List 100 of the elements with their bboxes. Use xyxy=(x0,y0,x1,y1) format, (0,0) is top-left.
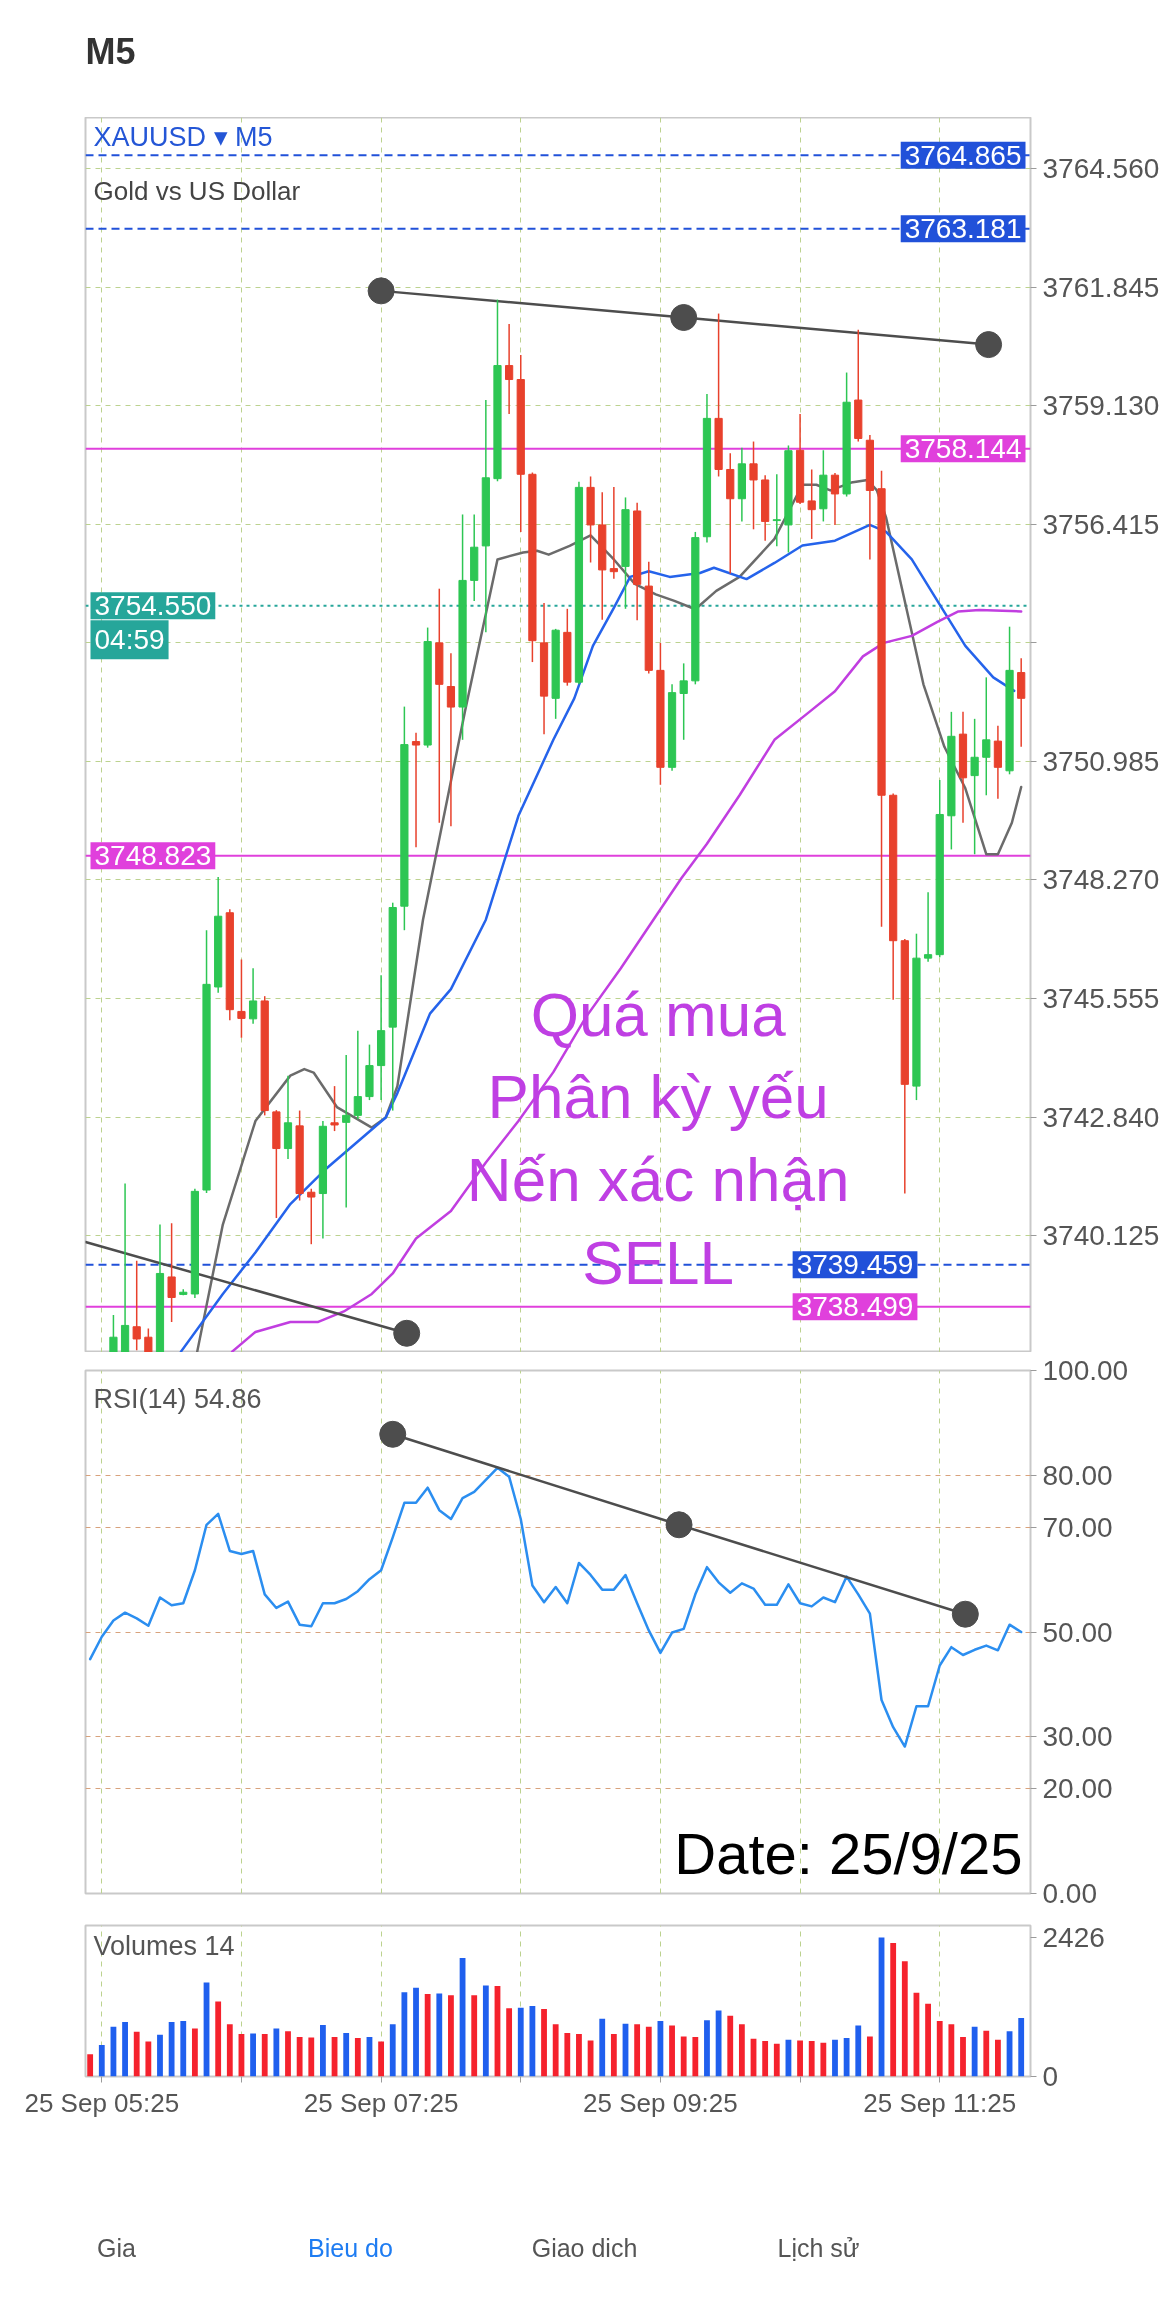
bar xyxy=(936,2020,943,2077)
candlestick xyxy=(144,1327,153,1352)
bar xyxy=(215,2001,222,2077)
candlestick xyxy=(248,967,258,1025)
candlestick xyxy=(307,1187,316,1245)
bar xyxy=(436,1993,443,2077)
bar xyxy=(738,2024,745,2077)
x-tick-label: 25 Sep 09:25 xyxy=(583,2087,738,2118)
y-tick-label: 3756.415 xyxy=(1042,508,1160,540)
ref-line-label: 3763.181 xyxy=(904,213,1022,245)
bar xyxy=(168,2022,175,2077)
line-series xyxy=(88,1466,1023,1748)
bar xyxy=(634,2024,641,2077)
bar xyxy=(727,2015,734,2077)
bar xyxy=(529,2006,536,2077)
bar xyxy=(343,2032,350,2077)
candlestick xyxy=(109,1314,118,1352)
bar xyxy=(564,2032,571,2077)
y-tick-label: 3742.840 xyxy=(1042,1101,1160,1133)
y-tick-label: 100.00 xyxy=(1042,1355,1129,1386)
bar xyxy=(680,2036,687,2077)
text: Giao dich xyxy=(531,2233,638,2262)
ref-line-label: 3754.550 04:59 xyxy=(94,590,212,656)
x-tick-label: 25 Sep 11:25 xyxy=(863,2087,1017,2118)
bar xyxy=(448,1995,454,2077)
y-tick-label: 80.00 xyxy=(1042,1459,1113,1491)
chart-title: Volumes 14 xyxy=(93,1930,235,1961)
y-tick-label: 3759.130 xyxy=(1042,390,1160,422)
text: Gia xyxy=(97,2233,137,2262)
bar xyxy=(832,2039,838,2077)
bar xyxy=(250,2033,256,2077)
y-tick-label: 30.00 xyxy=(1042,1721,1113,1753)
bar xyxy=(98,2044,105,2077)
bar xyxy=(669,2025,675,2077)
x-tick-label: 25 Sep 05:25 xyxy=(24,2087,180,2118)
chart-title: XAUUSD ▾ M5 xyxy=(93,121,273,152)
bar xyxy=(122,2022,128,2077)
point xyxy=(367,277,395,305)
ref-line-label: 3764.865 xyxy=(904,139,1022,171)
point xyxy=(665,1511,693,1539)
candlestick xyxy=(330,1085,339,1132)
y-tick-label: 50.00 xyxy=(1042,1616,1113,1648)
text: RSI(14) 54.86 xyxy=(93,1383,262,1414)
candlestick xyxy=(830,472,840,526)
bar xyxy=(704,2020,710,2077)
candlestick xyxy=(446,652,456,828)
candlestick xyxy=(342,1054,351,1209)
bar xyxy=(133,2031,140,2077)
bar xyxy=(471,1995,478,2077)
bar xyxy=(610,2034,617,2077)
bar xyxy=(971,2026,978,2077)
point xyxy=(951,1600,979,1628)
bar xyxy=(401,1992,408,2077)
bar xyxy=(320,2024,326,2077)
bar xyxy=(692,2036,699,2077)
bar xyxy=(482,1985,489,2077)
bar xyxy=(576,2034,582,2077)
bar xyxy=(645,2026,652,2077)
point xyxy=(670,304,698,331)
y-tick-label: 2426 xyxy=(1042,1922,1105,1954)
bar xyxy=(599,2018,606,2077)
bar xyxy=(413,1987,419,2077)
bar xyxy=(308,2037,315,2077)
bar xyxy=(1018,2018,1025,2077)
candlestick xyxy=(132,1260,141,1352)
point xyxy=(379,1420,407,1448)
bar xyxy=(541,2008,547,2077)
candlestick xyxy=(970,718,979,855)
candlestick xyxy=(807,468,816,540)
candlestick xyxy=(982,676,991,797)
text: M5 xyxy=(85,31,136,72)
bar xyxy=(948,2024,955,2077)
candlestick xyxy=(237,958,246,1039)
candlestick xyxy=(772,473,781,548)
point xyxy=(975,331,1003,359)
bar xyxy=(901,1961,908,2077)
bar xyxy=(261,2034,268,2077)
ref-line-label: 3738.499 xyxy=(796,1291,914,1323)
bar xyxy=(983,2030,990,2077)
y-tick-label: 3764.560 xyxy=(1042,153,1160,185)
text: Bieu do xyxy=(308,2233,393,2262)
bar xyxy=(552,2024,559,2077)
bar xyxy=(925,2003,931,2077)
bar xyxy=(191,2028,198,2077)
bar xyxy=(866,2036,873,2077)
bar xyxy=(773,2043,780,2077)
annotation: Date: 25/9/25 xyxy=(674,1820,1023,1886)
bar xyxy=(378,2041,385,2077)
candlestick xyxy=(411,732,421,848)
bar xyxy=(296,2036,303,2077)
bar xyxy=(843,2038,850,2077)
bar xyxy=(762,2040,769,2077)
y-tick-label: 3761.845 xyxy=(1042,271,1160,303)
bar xyxy=(226,2024,233,2077)
bar xyxy=(517,2007,524,2077)
x-tick-label: 25 Sep 07:25 xyxy=(303,2087,459,2118)
bar xyxy=(506,2008,513,2077)
bar xyxy=(820,2042,827,2077)
y-tick-label: 0 xyxy=(1042,2061,1059,2092)
bar xyxy=(808,2040,815,2077)
